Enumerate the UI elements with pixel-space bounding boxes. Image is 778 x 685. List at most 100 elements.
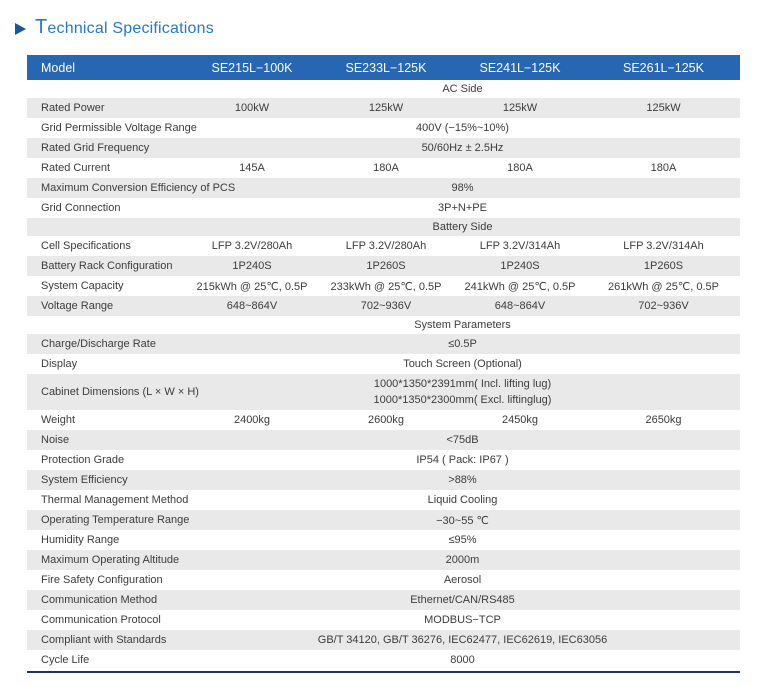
- spec-value: 125kW: [502, 102, 538, 114]
- spec-value: 702~936V: [638, 300, 689, 312]
- spec-merged-value: 98%: [451, 182, 474, 194]
- spec-merged-value: Touch Screen (Optional): [403, 358, 522, 370]
- spec-row: Display Touch Screen (Optional): [27, 354, 740, 374]
- spec-merged-value: Ethernet/CAN/RS485: [410, 594, 515, 606]
- spec-value: 233kWh @ 25℃, 0.5P: [330, 280, 442, 293]
- spec-label: Battery Rack Configuration: [41, 260, 173, 272]
- spec-value: 1P260S: [643, 260, 684, 272]
- spec-label: System Efficiency: [41, 474, 128, 486]
- spec-value: 2400kg: [233, 414, 271, 426]
- spec-row: Fire Safety Configuration Aerosol: [27, 570, 740, 590]
- spec-row: Battery Rack Configuration 1P240S 1P260S…: [27, 256, 740, 276]
- spec-value: 2600kg: [367, 414, 405, 426]
- spec-label: Charge/Discharge Rate: [41, 338, 156, 350]
- spec-row: Noise <75dB: [27, 430, 740, 450]
- spec-label: Grid Connection: [41, 202, 121, 214]
- spec-row: Thermal Management Method Liquid Cooling: [27, 490, 740, 510]
- section-title: AC Side: [442, 83, 483, 95]
- section-title: System Parameters: [414, 319, 511, 331]
- section-row: System Parameters: [27, 316, 740, 334]
- spec-row: Cabinet Dimensions (L × W × H) 1000*1350…: [27, 374, 740, 410]
- model-header-cell: SE215L−100K: [211, 60, 293, 75]
- spec-label: Cell Specifications: [41, 240, 131, 252]
- spec-merged-value: Aerosol: [443, 574, 482, 586]
- spec-merged-value: MODBUS−TCP: [424, 614, 501, 626]
- spec-row: Maximum Operating Altitude 2000m: [27, 550, 740, 570]
- spec-row: Voltage Range 648~864V 702~936V 648~864V…: [27, 296, 740, 316]
- spec-merged-value: 1000*1350*2391mm( Incl. lifting lug) 1000…: [373, 378, 552, 406]
- model-header-cell: SE241L−125K: [479, 60, 561, 75]
- spec-value: 2650kg: [645, 414, 682, 426]
- spec-label: Display: [41, 358, 78, 370]
- page-title: Technical Specifications: [35, 16, 214, 38]
- spec-label: Protection Grade: [41, 454, 125, 466]
- section-row: AC Side: [27, 80, 740, 98]
- spec-label: Compliant with Standards: [41, 634, 167, 646]
- section-title: Battery Side: [432, 221, 493, 233]
- spec-label: Communication Method: [41, 594, 158, 606]
- spec-merged-value: Liquid Cooling: [427, 494, 498, 506]
- spec-merged-value: 50/60Hz ± 2.5Hz: [421, 142, 504, 154]
- spec-merged-value: <75dB: [446, 434, 479, 446]
- spec-value: 180A: [373, 162, 399, 174]
- spec-merged-value: ≤95%: [448, 534, 477, 546]
- spec-label: Cycle Life: [41, 654, 90, 666]
- table-bottom-border: [27, 671, 740, 673]
- spec-value: LFP 3.2V/314Ah: [479, 240, 561, 252]
- spec-row: Rated Power 100kW 125kW 125kW 125kW: [27, 98, 740, 118]
- model-header-cell: SE233L−125K: [345, 60, 427, 75]
- spec-merged-value: IP54 ( Pack: IP67 ): [416, 454, 509, 466]
- spec-label: Operating Temperature Range: [41, 514, 190, 526]
- spec-row: Maximum Conversion Efficiency of PCS 98%: [27, 178, 740, 198]
- spec-value: 180A: [507, 162, 533, 174]
- spec-row: Compliant with Standards GB/T 34120, GB/…: [27, 630, 740, 650]
- spec-merged-value: 8000: [450, 654, 475, 666]
- spec-row: System Efficiency >88%: [27, 470, 740, 490]
- spec-row: Grid Permissible Voltage Range 400V (−15…: [27, 118, 740, 138]
- spec-table: Model SE215L−100K SE233L−125K SE241L−125…: [27, 55, 740, 673]
- spec-label: Humidity Range: [41, 534, 120, 546]
- section-title-bar: Technical Specifications: [15, 16, 214, 39]
- spec-row: Cell Specifications LFP 3.2V/280Ah LFP 3…: [27, 236, 740, 256]
- spec-value: 125kW: [368, 102, 404, 114]
- spec-merged-value: >88%: [448, 474, 477, 486]
- spec-value: 100kW: [234, 102, 270, 114]
- spec-value: 125kW: [646, 102, 681, 114]
- spec-label: Maximum Operating Altitude: [41, 554, 180, 566]
- spec-merged-value: ≤0.5P: [448, 338, 477, 350]
- spec-label: Voltage Range: [41, 300, 114, 312]
- model-header-cell: SE261L−125K: [623, 60, 704, 75]
- spec-value: 648~864V: [226, 300, 278, 312]
- model-header-label: Model: [41, 60, 76, 75]
- spec-value: LFP 3.2V/280Ah: [345, 240, 427, 252]
- spec-row: Protection Grade IP54 ( Pack: IP67 ): [27, 450, 740, 470]
- spec-value: 648~864V: [494, 300, 546, 312]
- spec-row: Humidity Range ≤95%: [27, 530, 740, 550]
- spec-row: Charge/Discharge Rate ≤0.5P: [27, 334, 740, 354]
- spec-row: Rated Current 145A 180A 180A 180A: [27, 158, 740, 178]
- spec-merged-value: 2000m: [445, 554, 480, 566]
- spec-label: Grid Permissible Voltage Range: [41, 122, 197, 134]
- section-row: Battery Side: [27, 218, 740, 236]
- spec-merged-value: 400V (−15%~10%): [416, 122, 509, 134]
- spec-merged-value: GB/T 34120, GB/T 36276, IEC62477, IEC626…: [317, 634, 608, 646]
- spec-label: Noise: [41, 434, 70, 446]
- spec-label: Rated Current: [41, 162, 111, 174]
- spec-merged-value: −30~55 ℃: [436, 514, 489, 527]
- table-body: AC Side Rated Power 100kW 125kW 125kW 12…: [27, 80, 740, 670]
- spec-merged-value: 3P+N+PE: [438, 202, 487, 214]
- spec-value: 145A: [239, 162, 265, 174]
- spec-row: System Capacity 215kWh @ 25℃, 0.5P 233kW…: [27, 276, 740, 296]
- spec-label: Thermal Management Method: [41, 494, 189, 506]
- spec-row: Weight 2400kg 2600kg 2450kg 2650kg: [27, 410, 740, 430]
- spec-row: Communication Method Ethernet/CAN/RS485: [27, 590, 740, 610]
- spec-value: 215kWh @ 25℃, 0.5P: [196, 280, 308, 293]
- spec-label: System Capacity: [41, 280, 124, 292]
- spec-row: Rated Grid Frequency 50/60Hz ± 2.5Hz: [27, 138, 740, 158]
- spec-row: Grid Connection 3P+N+PE: [27, 198, 740, 218]
- spec-value: LFP 3.2V/314Ah: [623, 240, 704, 252]
- spec-value: LFP 3.2V/280Ah: [211, 240, 293, 252]
- spec-label: Cabinet Dimensions (L × W × H): [41, 386, 199, 398]
- spec-label: Communication Protocol: [41, 614, 161, 626]
- spec-label: Rated Power: [41, 102, 105, 114]
